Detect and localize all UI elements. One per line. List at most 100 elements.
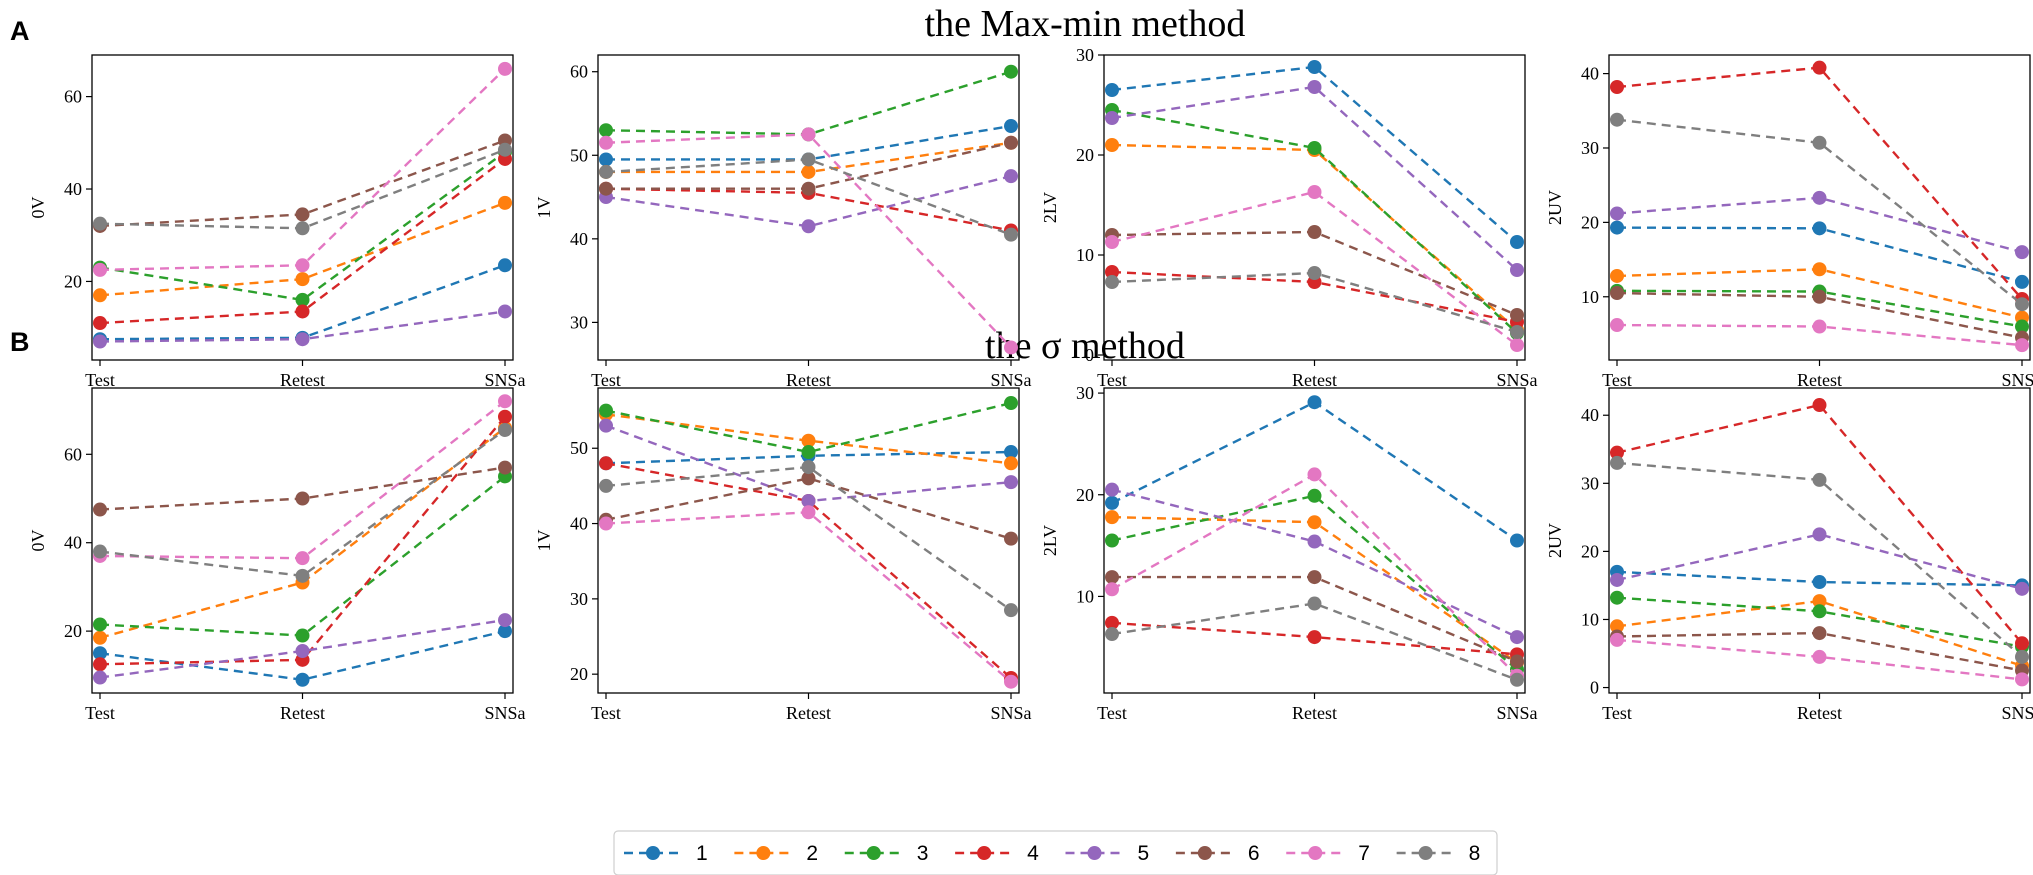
y-tick-label: 10 xyxy=(1581,287,1599,307)
data-point-1 xyxy=(498,624,512,639)
series-line-6 xyxy=(605,477,1012,540)
data-point-6 xyxy=(1812,626,1827,641)
data-point-2 xyxy=(295,272,310,287)
x-tick-label: SNSa xyxy=(990,370,1031,390)
data-point-5 xyxy=(498,613,512,628)
data-point-3 xyxy=(93,617,107,632)
data-point-6 xyxy=(295,491,310,506)
data-point-7 xyxy=(2015,338,2029,353)
data-point-2 xyxy=(1812,594,1827,609)
legend-marker xyxy=(1087,846,1102,860)
data-point-7 xyxy=(295,551,310,566)
data-point-5 xyxy=(93,670,107,685)
legend-marker xyxy=(756,846,771,860)
x-tick-label: Test xyxy=(591,370,621,390)
series-line-5 xyxy=(605,174,1012,228)
data-point-7 xyxy=(1812,649,1827,664)
series-line-8 xyxy=(605,465,1012,612)
data-point-2 xyxy=(1105,138,1119,152)
data-point-1 xyxy=(1812,575,1827,590)
data-point-7 xyxy=(1004,340,1018,355)
series-line-7 xyxy=(605,511,1012,683)
x-tick-label: Retest xyxy=(1292,703,1337,723)
subplot-b-2lv: Test Retest SNSa 10 20 30 2LV xyxy=(1040,383,1538,723)
data-point-4 xyxy=(1610,79,1624,94)
data-point-5 xyxy=(2015,245,2029,260)
legend-label: 4 xyxy=(1027,842,1039,865)
data-point-8 xyxy=(93,544,107,559)
legend-marker xyxy=(646,846,660,860)
data-point-3 xyxy=(1307,141,1322,155)
y-tick-label: 20 xyxy=(1581,212,1599,232)
y-tick-label: 40 xyxy=(570,514,588,534)
data-point-3 xyxy=(1004,64,1018,79)
y-axis-label: 2LV xyxy=(1040,192,1060,223)
y-axis-label: 1V xyxy=(534,530,554,552)
subplot-b-2uv: Test Retest SNSa 0 10 20 30 40 2UV xyxy=(1545,387,2033,723)
data-point-7 xyxy=(1812,319,1827,334)
row-title-a: the Max-min method xyxy=(925,3,1246,45)
x-tick-label: Retest xyxy=(1292,370,1337,390)
x-tick-label: SNSa xyxy=(990,703,1031,723)
data-point-8 xyxy=(498,422,512,437)
data-point-8 xyxy=(93,216,107,231)
y-tick-label: 0 xyxy=(1085,345,1094,365)
x-tick-label: Test xyxy=(85,370,115,390)
data-point-7 xyxy=(801,505,816,520)
data-point-3 xyxy=(1812,604,1827,619)
series-line-3 xyxy=(99,151,506,302)
data-point-4 xyxy=(1610,445,1624,460)
y-tick-label: 40 xyxy=(1581,64,1599,84)
series-line-2 xyxy=(99,426,506,639)
y-tick-label: 20 xyxy=(1076,145,1094,165)
data-point-4 xyxy=(295,304,310,319)
data-point-5 xyxy=(1610,206,1624,221)
series-line-2 xyxy=(1616,599,2023,667)
y-tick-label: 60 xyxy=(64,444,82,464)
y-tick-label: 20 xyxy=(570,664,588,684)
data-point-1 xyxy=(1510,235,1524,249)
legend-label: 5 xyxy=(1138,842,1150,865)
y-tick-label: 40 xyxy=(64,179,82,199)
legend-box xyxy=(613,830,1498,875)
data-point-8 xyxy=(1812,472,1827,487)
x-tick-label: Retest xyxy=(1797,703,1842,723)
data-point-5 xyxy=(599,418,613,433)
data-point-7 xyxy=(498,394,512,409)
data-point-6 xyxy=(801,471,816,486)
y-tick-label: 20 xyxy=(1581,541,1599,561)
y-tick-label: 20 xyxy=(1076,485,1094,505)
y-axis-label: 2UV xyxy=(1545,523,1565,558)
data-point-2 xyxy=(498,195,512,210)
subplot-b-0v: Test Retest SNSa 20 40 60 0V xyxy=(28,387,526,723)
y-tick-label: 50 xyxy=(570,145,588,165)
data-point-6 xyxy=(801,181,816,196)
data-point-2 xyxy=(1307,515,1322,530)
data-point-3 xyxy=(1004,396,1018,411)
data-point-7 xyxy=(599,135,613,150)
legend-label: 7 xyxy=(1358,842,1370,865)
legend-item-2: 2 xyxy=(734,842,818,865)
data-point-6 xyxy=(498,460,512,475)
data-point-1 xyxy=(1105,83,1119,97)
data-point-5 xyxy=(801,493,816,508)
series-line-5 xyxy=(1111,488,1518,639)
y-tick-label: 30 xyxy=(1076,383,1094,403)
y-tick-label: 40 xyxy=(1581,405,1599,425)
data-point-2 xyxy=(1610,619,1624,634)
x-tick-label: Retest xyxy=(786,703,831,723)
series-line-7 xyxy=(1111,190,1518,346)
series-line-5 xyxy=(1616,533,2023,590)
legend-label: 2 xyxy=(806,842,818,865)
y-tick-label: 60 xyxy=(570,62,588,82)
series-line-3 xyxy=(605,401,1012,454)
y-tick-label: 20 xyxy=(64,271,82,291)
data-point-8 xyxy=(2015,297,2029,312)
legend-label: 1 xyxy=(696,842,708,865)
x-tick-label: Retest xyxy=(1797,370,1842,390)
y-tick-label: 40 xyxy=(64,533,82,553)
data-point-6 xyxy=(1812,289,1827,304)
legend-item-3: 3 xyxy=(844,842,928,865)
data-point-2 xyxy=(1105,510,1119,525)
